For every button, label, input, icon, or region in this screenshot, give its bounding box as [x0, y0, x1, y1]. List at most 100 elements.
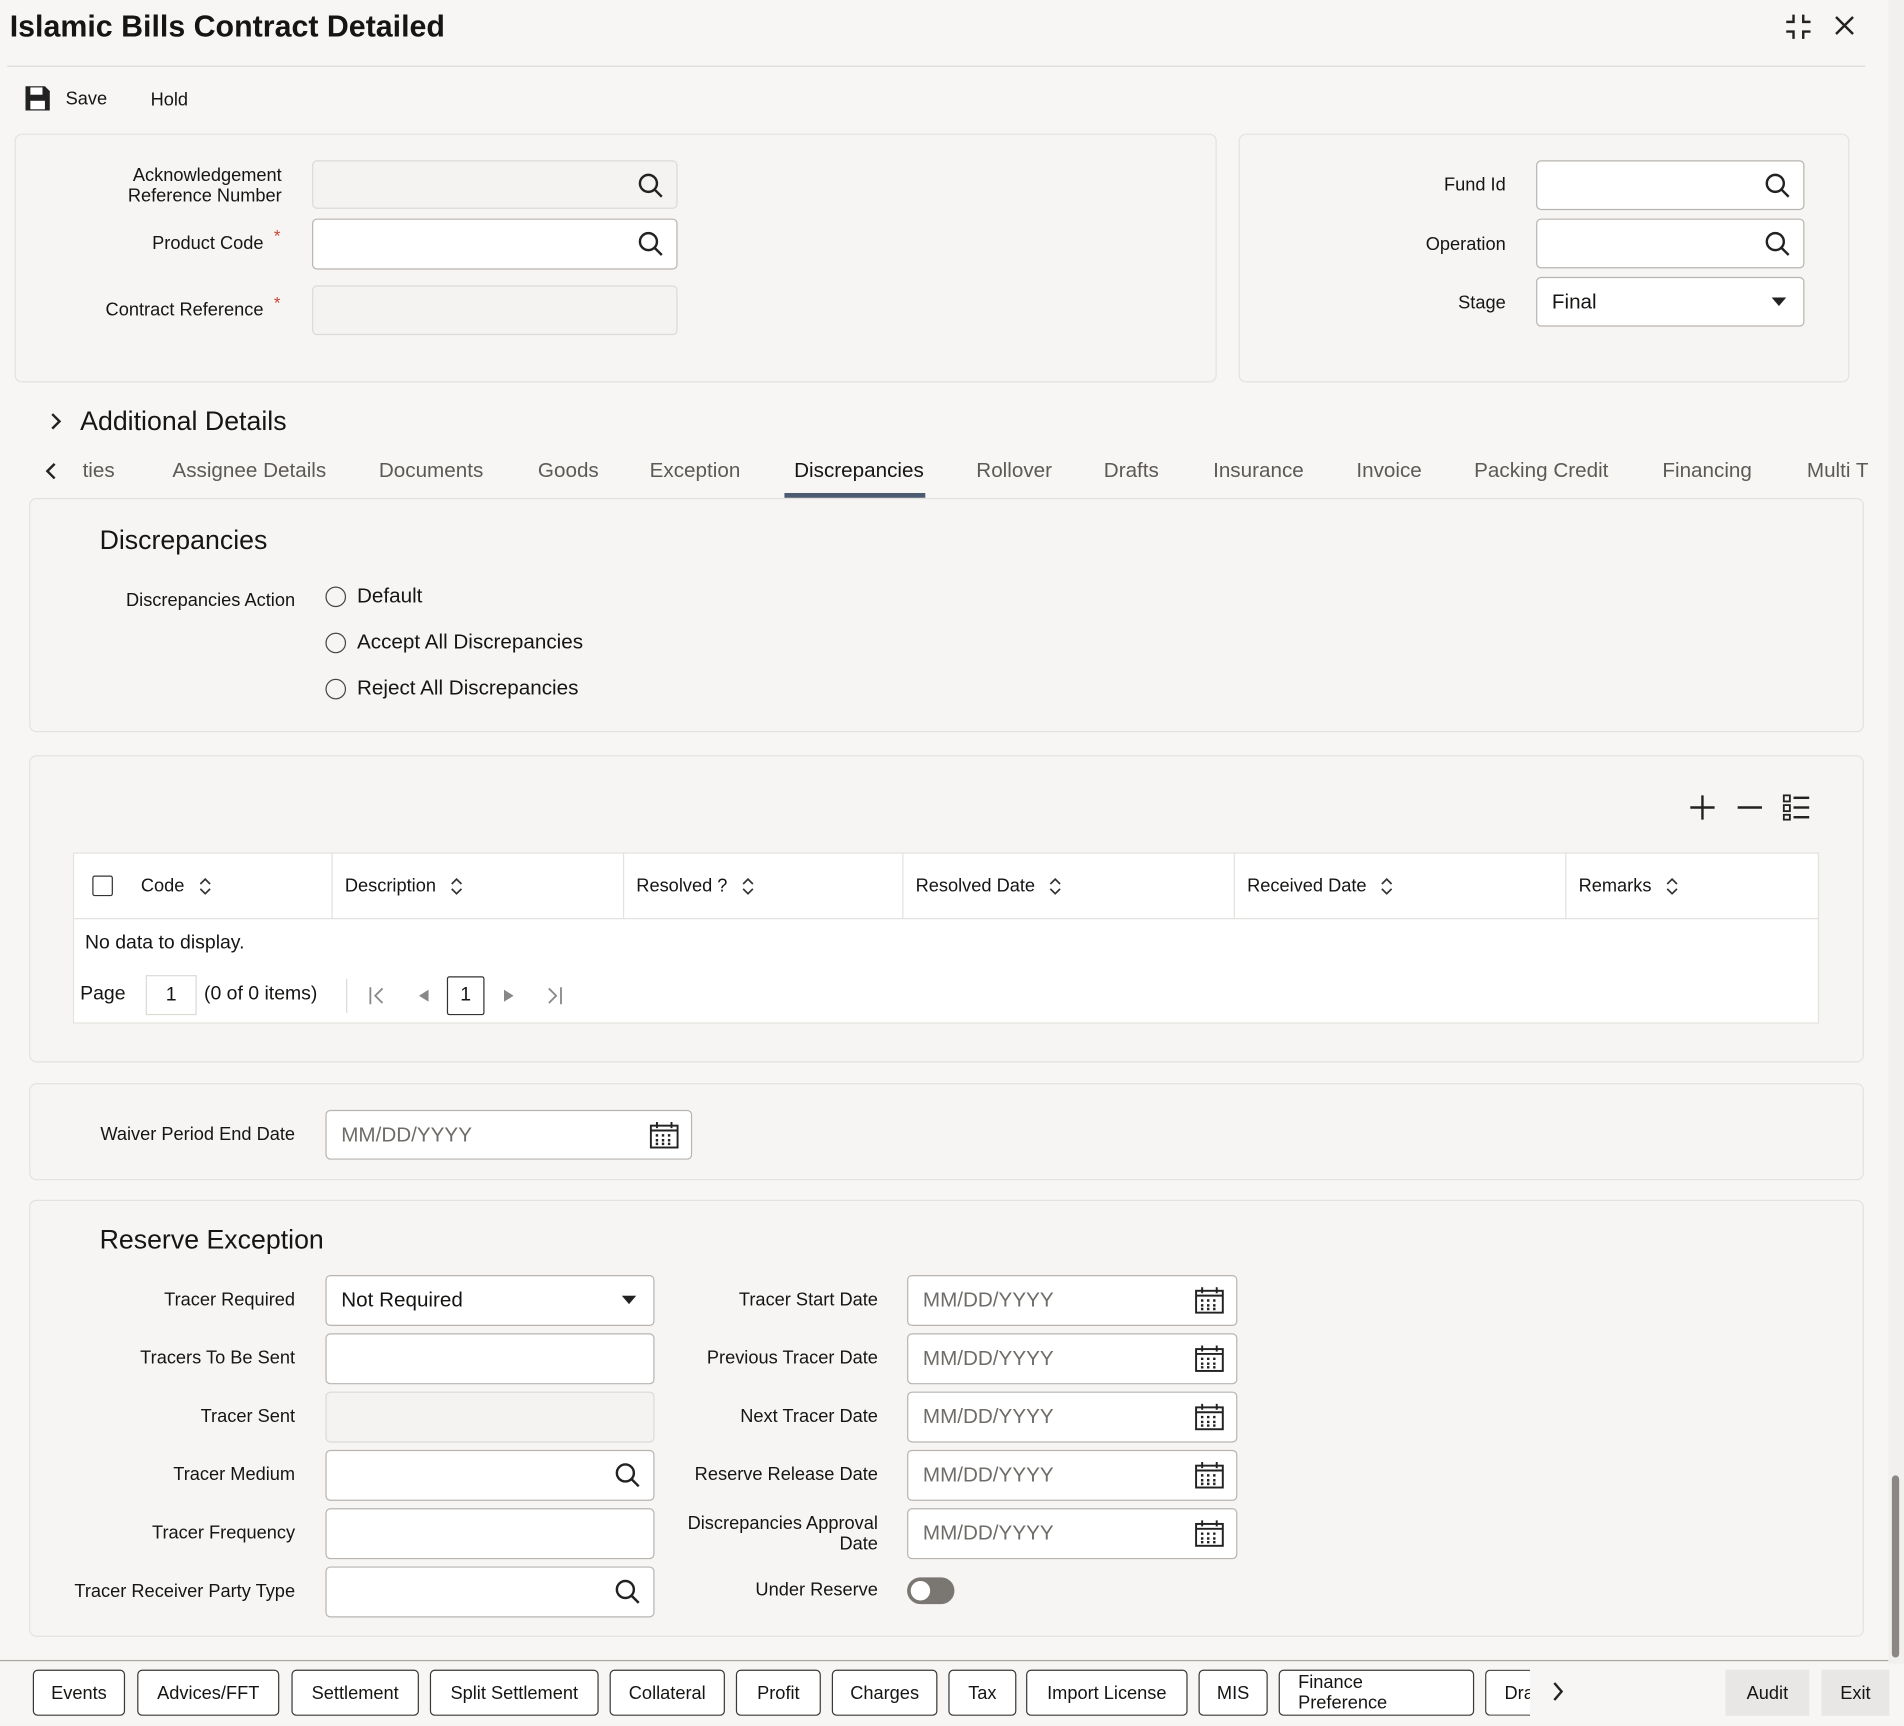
- additional-details-toggle[interactable]: Additional Details: [49, 406, 287, 438]
- tab-assignee-details[interactable]: Assignee Details: [172, 459, 327, 483]
- footer-button-dra[interactable]: Dra: [1485, 1669, 1531, 1716]
- stage-label: Stage: [1458, 292, 1506, 314]
- add-row-icon[interactable]: [1689, 794, 1716, 821]
- calendar-icon[interactable]: [1195, 1462, 1224, 1489]
- footer-button-finance-preference[interactable]: Finance Preference: [1278, 1669, 1475, 1716]
- footer-button-mis[interactable]: MIS: [1198, 1669, 1268, 1716]
- product-code-label: Product Code *: [152, 225, 281, 254]
- discrepancies-action-label: Discrepancies Action: [126, 590, 296, 611]
- tracer-sent-input[interactable]: [325, 1391, 655, 1443]
- save-button[interactable]: Save: [24, 85, 107, 112]
- tracer-medium-label: Tracer Medium: [173, 1464, 296, 1486]
- exit-button[interactable]: Exit: [1821, 1669, 1890, 1716]
- footer-button-profit[interactable]: Profit: [735, 1669, 821, 1716]
- footer-scroll-right-icon[interactable]: [1551, 1681, 1566, 1703]
- column-header[interactable]: Code: [129, 852, 333, 920]
- scrollbar[interactable]: [1888, 0, 1904, 1664]
- footer-button-collateral[interactable]: Collateral: [609, 1669, 725, 1716]
- footer-button-charges[interactable]: Charges: [831, 1669, 938, 1716]
- tab-multi-t[interactable]: Multi T: [1806, 459, 1869, 483]
- search-icon[interactable]: [614, 1462, 641, 1489]
- column-header[interactable]: Received Date: [1235, 852, 1567, 920]
- search-icon[interactable]: [614, 1579, 641, 1606]
- reserve-release-date-input[interactable]: MM/DD/YYYY: [907, 1449, 1238, 1501]
- save-icon: [25, 86, 50, 111]
- select-all-checkbox[interactable]: [92, 875, 113, 897]
- tracer-receiver-party-type-input[interactable]: [325, 1566, 655, 1618]
- radio-circle[interactable]: [325, 632, 347, 653]
- calendar-icon[interactable]: [1195, 1403, 1224, 1431]
- tab-discrepancies[interactable]: Discrepancies: [794, 459, 924, 483]
- search-icon[interactable]: [638, 172, 665, 199]
- current-page-button[interactable]: 1: [446, 976, 485, 1016]
- scrollbar-thumb[interactable]: [1891, 1475, 1900, 1658]
- radio-label: Reject All Discrepancies: [357, 676, 579, 700]
- first-page-icon[interactable]: [368, 986, 385, 1005]
- minimize-icon[interactable]: [1783, 12, 1815, 41]
- footer-button-events[interactable]: Events: [32, 1669, 126, 1716]
- delete-row-icon[interactable]: [1736, 794, 1763, 821]
- tab-goods[interactable]: Goods: [537, 459, 599, 483]
- tracer-frequency-label: Tracer Frequency: [151, 1522, 296, 1544]
- tracers-to-be-sent-input[interactable]: [325, 1333, 655, 1385]
- caret-down-icon: [1771, 297, 1787, 307]
- tab-financing[interactable]: Financing: [1662, 459, 1752, 483]
- tab-exception[interactable]: Exception: [649, 459, 741, 483]
- product-code-input[interactable]: [312, 218, 678, 270]
- search-icon[interactable]: [638, 231, 665, 258]
- footer-button-advices-fft[interactable]: Advices/FFT: [137, 1669, 280, 1716]
- stage-select[interactable]: Final: [1536, 276, 1805, 327]
- search-icon[interactable]: [1764, 231, 1791, 258]
- calendar-icon[interactable]: [649, 1122, 679, 1149]
- last-page-icon[interactable]: [546, 986, 563, 1005]
- footer-button-split-settlement[interactable]: Split Settlement: [429, 1669, 599, 1716]
- tab-drafts[interactable]: Drafts: [1103, 459, 1159, 483]
- tab-invoice[interactable]: Invoice: [1356, 459, 1422, 483]
- contract-ref-input[interactable]: [312, 285, 678, 336]
- audit-button[interactable]: Audit: [1725, 1669, 1810, 1716]
- operation-input[interactable]: [1536, 218, 1805, 269]
- calendar-icon[interactable]: [1195, 1287, 1224, 1314]
- fund-id-input[interactable]: [1536, 160, 1805, 211]
- page-input[interactable]: 1: [145, 975, 197, 1016]
- tracer-start-date-input[interactable]: MM/DD/YYYY: [907, 1275, 1238, 1327]
- tracer-medium-input[interactable]: [325, 1449, 655, 1501]
- radio-default[interactable]: Default: [325, 584, 422, 608]
- radio-circle[interactable]: [325, 678, 347, 699]
- search-icon[interactable]: [1764, 172, 1791, 199]
- next-page-icon[interactable]: [503, 989, 514, 1002]
- close-icon[interactable]: [1834, 15, 1856, 37]
- radio-accept-all[interactable]: Accept All Discrepancies: [325, 630, 583, 654]
- divider: [346, 978, 348, 1013]
- footer-button-settlement[interactable]: Settlement: [291, 1669, 419, 1716]
- tracer-frequency-input[interactable]: [325, 1508, 655, 1560]
- column-header[interactable]: Remarks: [1566, 852, 1819, 919]
- radio-reject-all[interactable]: Reject All Discrepancies: [325, 676, 578, 700]
- calendar-icon[interactable]: [1195, 1345, 1224, 1372]
- hold-button[interactable]: Hold: [150, 89, 189, 111]
- next-tracer-date-input[interactable]: MM/DD/YYYY: [907, 1391, 1238, 1443]
- tab-packing-credit[interactable]: Packing Credit: [1474, 459, 1609, 483]
- column-header[interactable]: Description: [333, 852, 625, 920]
- prev-page-icon[interactable]: [418, 989, 429, 1002]
- radio-circle[interactable]: [325, 585, 347, 607]
- under-reserve-toggle[interactable]: [907, 1577, 955, 1605]
- waiver-date-input[interactable]: MM/DD/YYYY: [325, 1109, 693, 1160]
- discrepancies-approval-date-input[interactable]: MM/DD/YYYY: [907, 1508, 1238, 1560]
- footer-button-tax[interactable]: Tax: [948, 1669, 1017, 1716]
- tab-insurance[interactable]: Insurance: [1213, 459, 1304, 483]
- column-header[interactable]: Resolved ?: [624, 852, 904, 920]
- tracer-required-input[interactable]: Not Required: [325, 1275, 655, 1327]
- tab-documents[interactable]: Documents: [378, 459, 484, 483]
- calendar-icon[interactable]: [1195, 1520, 1224, 1547]
- tab-rollover[interactable]: Rollover: [976, 459, 1053, 483]
- footer-button-import-license[interactable]: Import License: [1026, 1669, 1188, 1716]
- previous-tracer-date-input[interactable]: MM/DD/YYYY: [907, 1333, 1238, 1385]
- window-title: Islamic Bills Contract Detailed: [9, 9, 445, 44]
- column-header[interactable]: Resolved Date: [903, 852, 1235, 920]
- tab-ties[interactable]: ties: [82, 459, 115, 483]
- ack-ref-input[interactable]: [312, 160, 678, 209]
- column-list-icon[interactable]: [1782, 794, 1810, 821]
- tabs-scroll-left-icon[interactable]: [44, 461, 59, 480]
